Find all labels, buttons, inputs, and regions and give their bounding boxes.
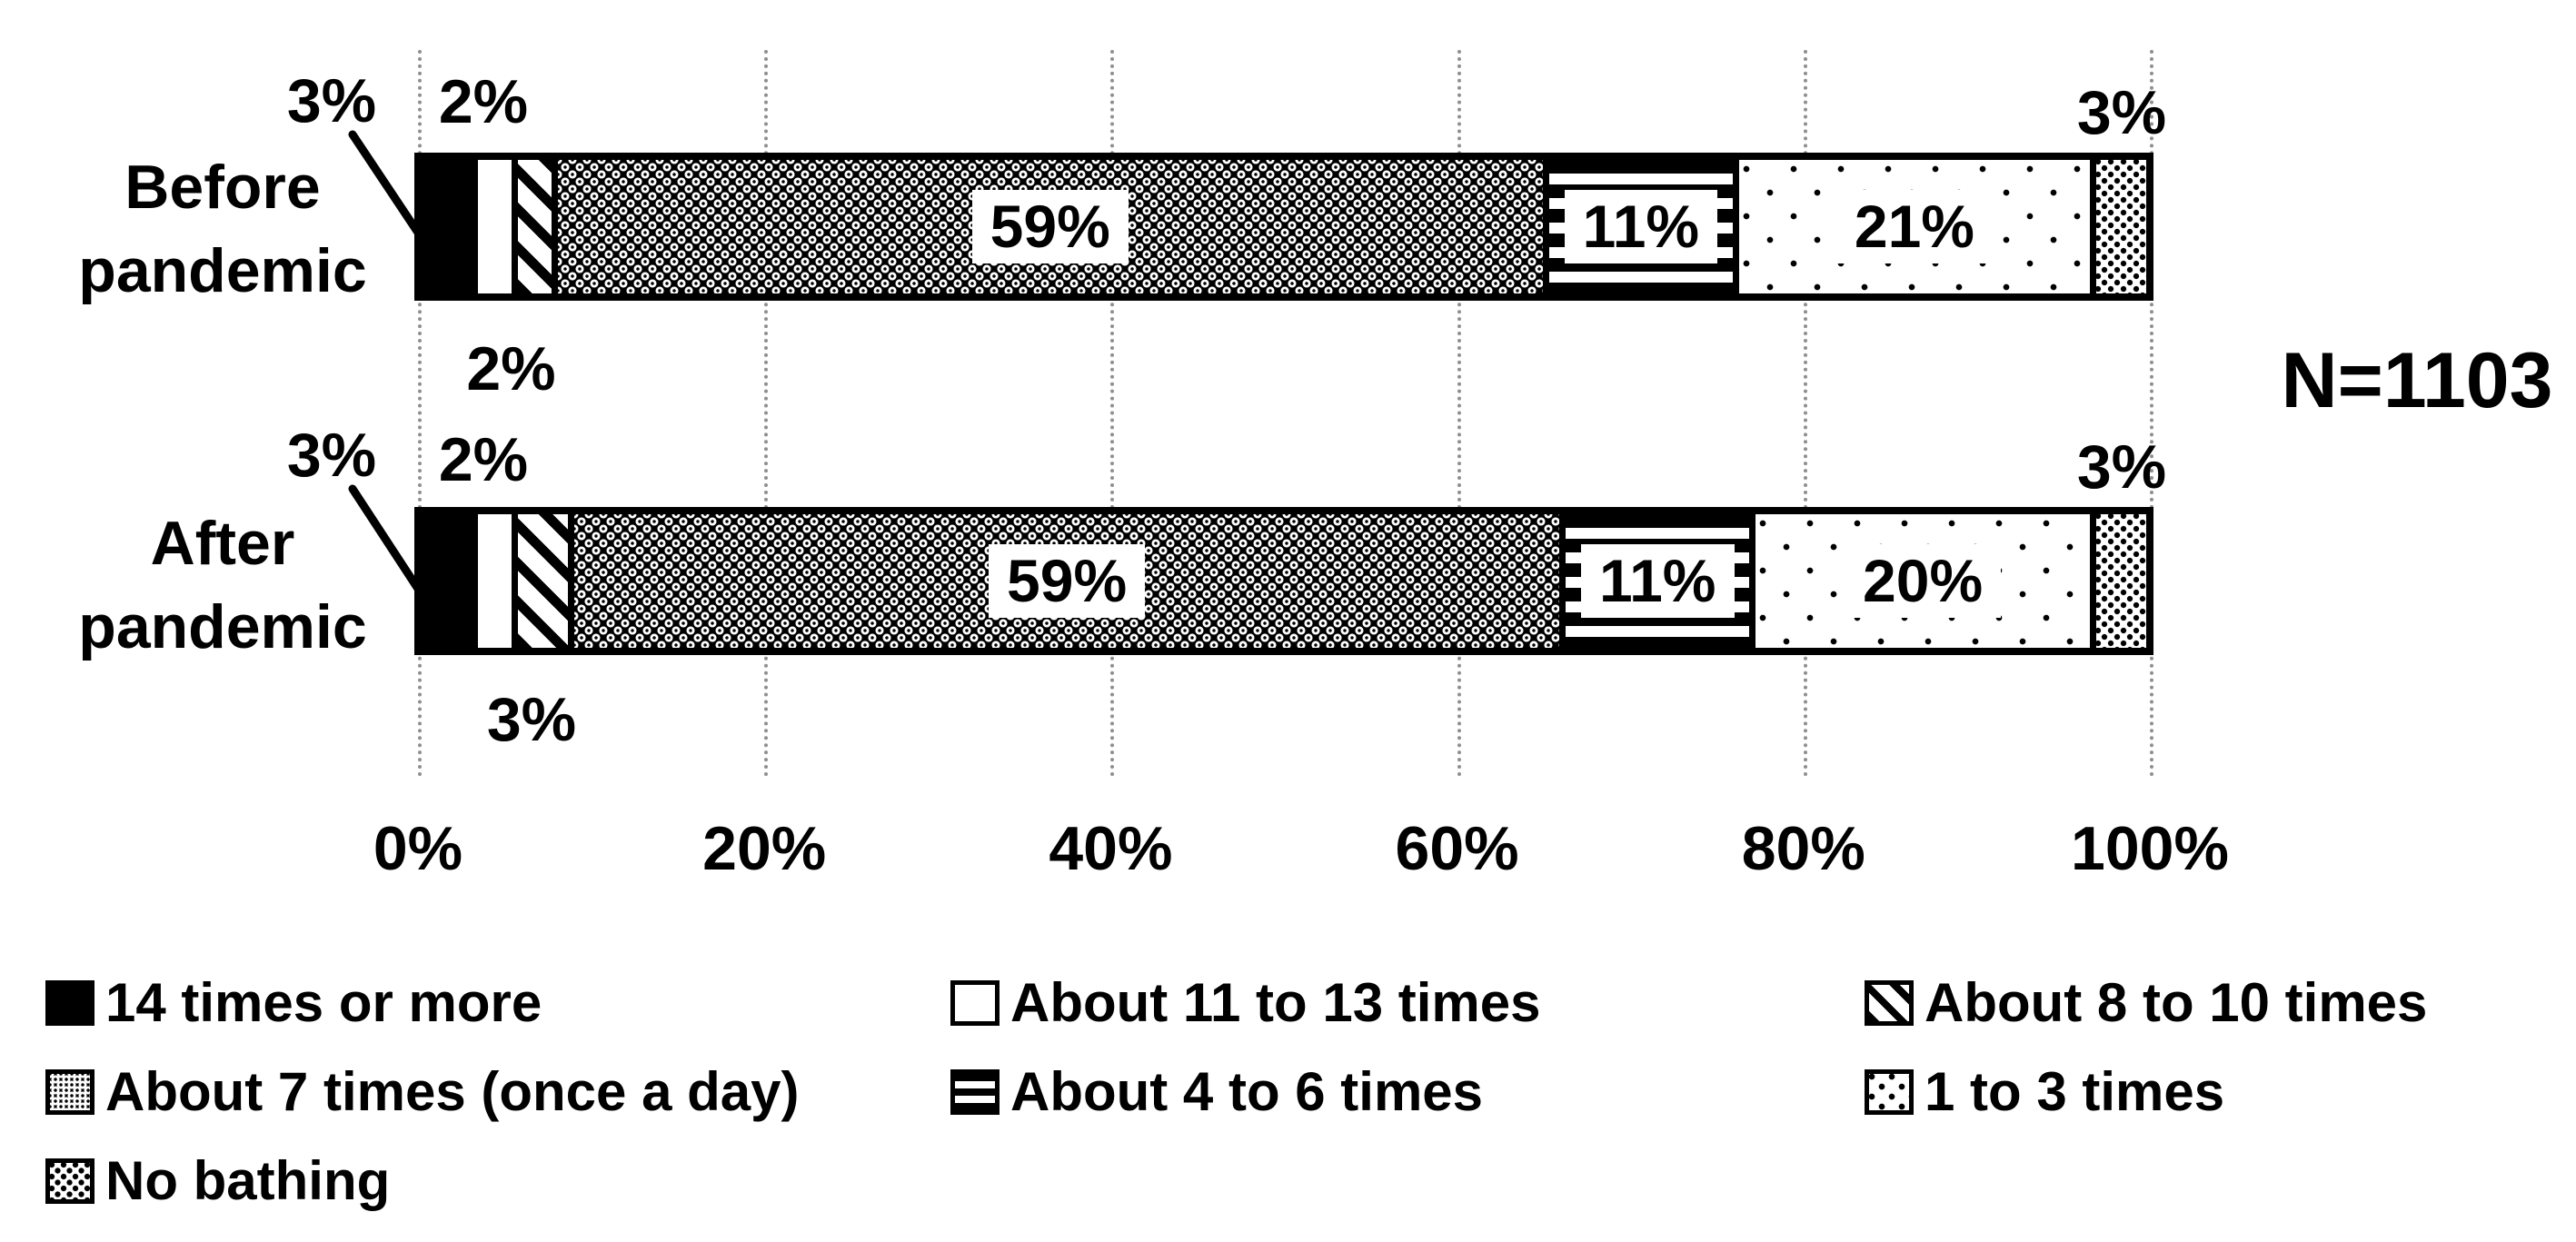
data-label-after-59: 59%	[989, 543, 1146, 619]
plot-area: 0% 20% 40% 60% 80% 100%	[373, 50, 2229, 879]
gridline-20	[764, 50, 769, 777]
sample-size-label: N=1103	[2281, 337, 2553, 424]
data-label-before-11: 11%	[1564, 189, 1718, 264]
category-label-before-pandemic: Before pandemic	[36, 145, 409, 313]
legend-item-about-7-times: About 7 times (once a day)	[45, 1063, 799, 1121]
legend-item-1-to-3-times: 1 to 3 times	[1865, 1063, 2224, 1121]
callout-after-14-times: 3%	[286, 421, 377, 490]
gridline-40	[1110, 50, 1115, 777]
data-label-before-21: 21%	[1835, 189, 1993, 264]
bar-after-pandemic: 59% 11% 20%	[414, 507, 2153, 655]
segment-before-no-bathing	[2095, 160, 2146, 293]
legend-swatch-diagonal-hatch-icon	[1865, 980, 1914, 1026]
segment-after-about-7-times: 59%	[574, 514, 1566, 648]
callout-after-no-bathing: 3%	[2076, 432, 2167, 502]
category-label-line: Before	[124, 153, 321, 222]
segment-after-about-4-to-6: 11%	[1566, 514, 1756, 648]
legend-label: About 7 times (once a day)	[105, 1061, 800, 1122]
x-tick-100: 100%	[2071, 814, 2229, 883]
legend-item-14-times-or-more: 14 times or more	[45, 974, 542, 1032]
segment-after-1-to-3-times: 20%	[1755, 514, 2096, 648]
legend-label: 1 to 3 times	[1925, 1061, 2225, 1122]
x-tick-0: 0%	[373, 814, 463, 883]
gridline-100	[2150, 50, 2153, 777]
bar-before-pandemic: 59% 11% 21%	[414, 153, 2153, 301]
segment-before-14-times-or-more	[422, 160, 479, 293]
segment-after-about-11-to-13	[478, 514, 518, 648]
x-tick-80: 80%	[1741, 814, 1865, 883]
legend-swatch-solid-black-icon	[45, 980, 94, 1026]
segment-before-about-11-to-13	[478, 160, 518, 293]
callout-before-no-bathing: 3%	[2076, 78, 2167, 147]
category-label-after-pandemic: After pandemic	[36, 502, 409, 669]
data-label-after-20: 20%	[1845, 543, 2002, 619]
legend-swatch-white-outline-icon	[950, 980, 1000, 1026]
gridline-80	[1803, 50, 1807, 777]
segment-after-no-bathing	[2095, 514, 2146, 648]
callout-before-11-to-13: 2%	[438, 67, 529, 136]
callout-before-14-times: 3%	[286, 66, 377, 135]
legend-item-about-8-to-10: About 8 to 10 times	[1865, 974, 2427, 1032]
x-tick-40: 40%	[1049, 814, 1173, 883]
segment-before-about-4-to-6: 11%	[1548, 160, 1739, 293]
segment-before-about-7-times: 59%	[557, 160, 1549, 293]
legend-item-about-4-to-6: About 4 to 6 times	[950, 1063, 1483, 1121]
segment-before-1-to-3-times: 21%	[1738, 160, 2096, 293]
category-label-line: After	[150, 509, 295, 578]
callout-after-11-to-13: 2%	[438, 425, 529, 494]
legend-swatch-horizontal-lines-icon	[950, 1069, 1000, 1115]
gridline-0	[418, 50, 422, 777]
segment-before-about-8-to-10	[517, 160, 558, 293]
category-label-line: pandemic	[78, 236, 367, 305]
legend-label: 14 times or more	[105, 972, 542, 1033]
legend-swatch-dot-grid-icon	[45, 1158, 94, 1204]
data-label-after-11: 11%	[1581, 543, 1735, 619]
segment-after-14-times-or-more	[422, 514, 479, 648]
callout-before-8-to-10: 2%	[466, 334, 556, 403]
legend-item-no-bathing: No bathing	[45, 1152, 390, 1210]
data-label-before-59: 59%	[971, 189, 1129, 264]
category-label-line: pandemic	[78, 592, 367, 661]
callout-after-8-to-10: 3%	[486, 685, 577, 754]
gridline-60	[1457, 50, 1461, 777]
legend-label: No bathing	[105, 1150, 391, 1211]
x-tick-20: 20%	[702, 814, 827, 883]
segment-after-about-8-to-10	[517, 514, 574, 648]
legend-label: About 8 to 10 times	[1925, 972, 2428, 1033]
legend-label: About 4 to 6 times	[1010, 1061, 1484, 1122]
legend-item-about-11-to-13: About 11 to 13 times	[950, 974, 1540, 1032]
legend-label: About 11 to 13 times	[1010, 972, 1541, 1033]
x-tick-60: 60%	[1395, 814, 1519, 883]
legend-swatch-sparse-dots-icon	[1865, 1069, 1914, 1115]
legend-swatch-dense-dots-icon	[45, 1069, 94, 1115]
